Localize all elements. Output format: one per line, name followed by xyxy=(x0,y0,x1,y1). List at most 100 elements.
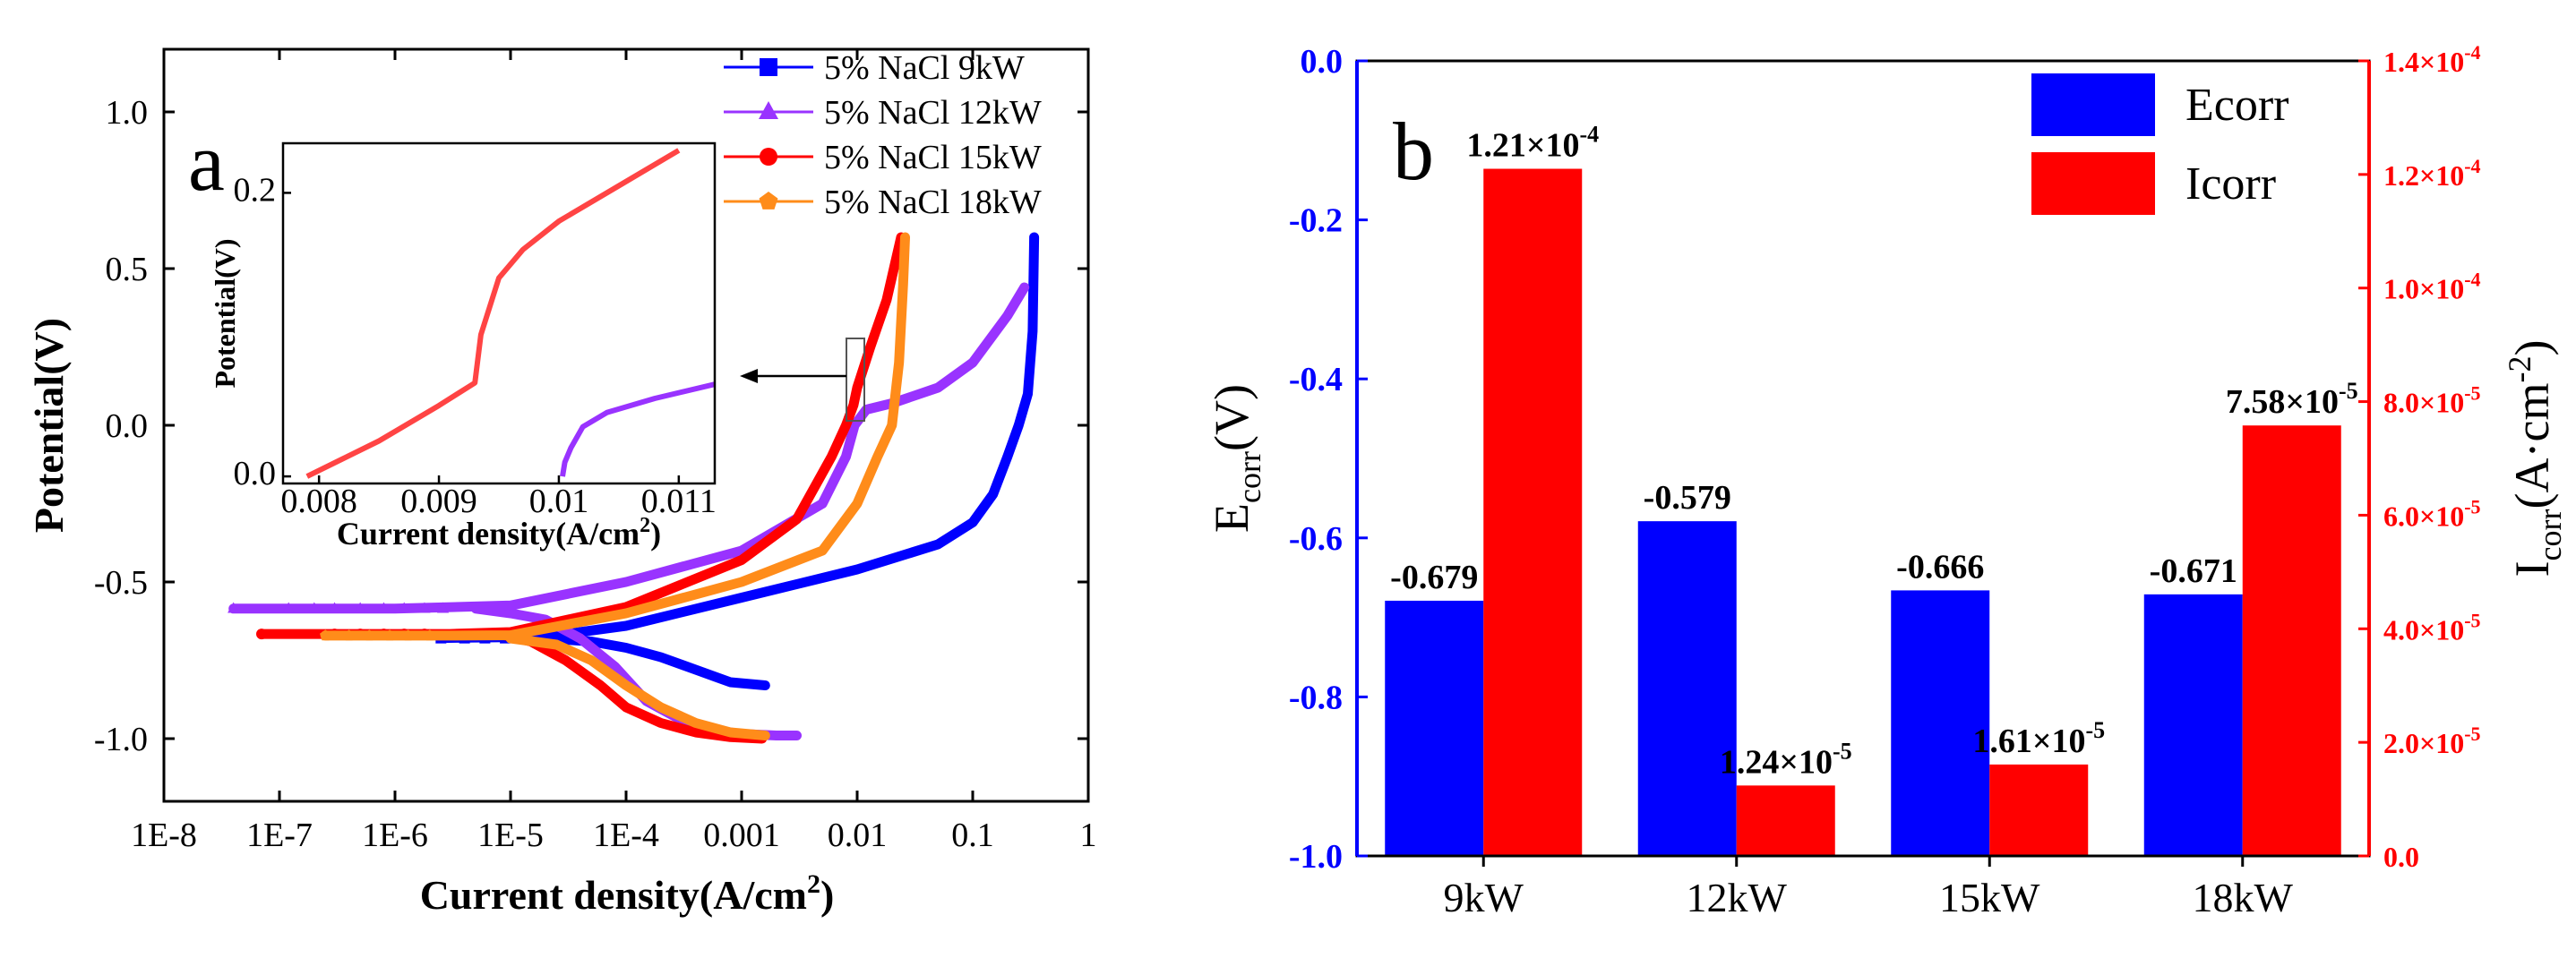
series-1-marker-4 xyxy=(354,602,366,613)
series-1-marker-2 xyxy=(308,602,321,613)
series-1-marker-6 xyxy=(398,602,410,613)
panel-a-polarization-chart: 1E-8 1E-7 1E-6 1E-5 1E-4 0.001 0.01 0.1 1 -1.0 -0… xyxy=(26,47,1097,918)
inset-series-0-line xyxy=(305,148,681,479)
legend-label-2: 5% NaCl 15kW xyxy=(824,139,1042,176)
left-tick-label-4: -0.2 xyxy=(1289,202,1343,240)
inset-axes: 0.008 0.009 0.01 0.011 0.0 0.2 xyxy=(234,171,717,520)
icorr-bar-15kW xyxy=(1989,764,2089,856)
panel-a-legend: 5% NaCl 9kW 5% NaCl 12kW 5% NaCl 15kW 5% Na… xyxy=(724,49,1042,221)
series-3-marker-1 xyxy=(343,629,355,641)
icorr-bar-9kW xyxy=(1483,168,1583,856)
series-3-marker-5 xyxy=(424,629,436,641)
x-tick-label-4: 1E-4 xyxy=(593,817,659,854)
series-1-marker-0 xyxy=(228,602,240,613)
series-3-marker-3 xyxy=(383,629,396,641)
x-tick-label-8: 1 xyxy=(1080,817,1097,854)
legend-marker-1 xyxy=(759,101,778,119)
series-1-marker-3 xyxy=(328,602,341,613)
right-tick-label-1: 2.0×10-5 xyxy=(2383,723,2481,759)
right-tick-label-4: 8.0×10-5 xyxy=(2383,382,2481,419)
x-tick-label-0: 1E-8 xyxy=(131,817,197,854)
series-2-marker-0 xyxy=(256,629,268,640)
series-3-cathodic-line xyxy=(505,633,770,740)
x-tick-label-6: 0.01 xyxy=(828,817,888,854)
icorr-bar-12kW xyxy=(1736,785,1835,856)
panel-b-bar-labels: -0.679 1.21×10-4 -0.579 1.24×10-5 -0.666 1.61… xyxy=(1390,122,2357,782)
legend-label-Ecorr: Ecorr xyxy=(2185,80,2288,131)
left-tick-label-1: -0.8 xyxy=(1289,679,1343,716)
panel-a-y-axis-title: Potential(V) xyxy=(26,318,72,533)
x-tick-label-1: 1E-7 xyxy=(246,817,313,854)
panel-b-corrosion-bar-chart: -1.0 -0.8 -0.6 -0.4 -0.2 0.0 0.0 2.0×10-5 4.0×1… xyxy=(1205,41,2568,920)
y-tick-label-0: -1.0 xyxy=(94,721,148,758)
legend-swatch-Icorr xyxy=(2031,152,2155,215)
category-label-9kW: 9kW xyxy=(1444,875,1524,920)
inset-y-tick-label-1: 0.2 xyxy=(234,171,277,209)
y-tick-label-4: 1.0 xyxy=(106,94,149,132)
panel-b-x-axis: 9kW 12kW 15kW 18kW xyxy=(1444,856,2294,920)
icorr-value-label-9kW: 1.21×10-4 xyxy=(1466,122,1599,165)
inset-x-tick-label-0: 0.008 xyxy=(280,483,357,520)
legend-marker-3 xyxy=(759,192,778,210)
inset-x-axis-title: Current density(A/cm2) xyxy=(337,514,661,552)
series-3-marker-2 xyxy=(364,629,375,641)
ecorr-bar-18kW xyxy=(2143,594,2243,856)
right-tick-label-2: 4.0×10-5 xyxy=(2383,609,2481,646)
legend-label-3: 5% NaCl 18kW xyxy=(824,184,1042,221)
legend-marker-2 xyxy=(760,148,777,166)
series-1-marker-5 xyxy=(377,602,391,613)
x-tick-label-7: 0.1 xyxy=(951,817,994,854)
inset-x-tick-label-1: 0.009 xyxy=(400,483,477,520)
inset-frame xyxy=(281,141,717,485)
right-tick-label-3: 6.0×10-5 xyxy=(2383,495,2481,532)
left-tick-label-5: 0.0 xyxy=(1301,43,1344,81)
inset-zoom-chart: 0.008 0.009 0.01 0.011 0.0 0.2 Current densit… xyxy=(209,141,717,552)
panel-b-bars xyxy=(1385,168,2341,856)
x-tick-label-2: 1E-6 xyxy=(362,817,428,854)
ecorr-bar-12kW xyxy=(1637,521,1737,856)
icorr-value-label-18kW: 7.58×10-5 xyxy=(2226,378,2358,421)
icorr-bar-18kW xyxy=(2242,425,2341,856)
series-0-anodic-line xyxy=(435,232,1040,644)
ecorr-value-label-15kW: -0.666 xyxy=(1896,548,1984,586)
series-1-marker-8 xyxy=(436,602,450,613)
inset-y-axis-title: Potential(V) xyxy=(209,238,241,388)
category-label-15kW: 15kW xyxy=(1939,875,2040,920)
panel-b-left-axis: -1.0 -0.8 -0.6 -0.4 -0.2 0.0 xyxy=(1289,43,1368,876)
x-tick-label-5: 0.001 xyxy=(703,817,780,854)
panel-b-legend: Ecorr Icorr xyxy=(2031,73,2288,215)
series-1-marker-7 xyxy=(418,602,431,613)
left-tick-label-2: -0.6 xyxy=(1289,520,1343,558)
left-tick-label-0: -1.0 xyxy=(1289,838,1343,876)
icorr-value-label-15kW: 1.61×10-5 xyxy=(1972,717,2105,760)
ecorr-value-label-9kW: -0.679 xyxy=(1390,559,1478,596)
category-label-18kW: 18kW xyxy=(2193,875,2294,920)
ecorr-bar-9kW xyxy=(1385,600,1484,856)
y-tick-label-3: 0.5 xyxy=(106,251,149,288)
panel-b-label: b xyxy=(1393,106,1434,197)
series-3-marker-4 xyxy=(402,629,414,641)
right-tick-label-0: 0.0 xyxy=(2383,841,2419,873)
inset-y-tick-label-0: 0.0 xyxy=(234,455,277,492)
legend-label-Icorr: Icorr xyxy=(2185,158,2276,210)
zoom-arrow-head xyxy=(740,369,758,383)
left-tick-label-3: -0.4 xyxy=(1289,361,1343,398)
panel-b-right-axis-title: Icorr(A·cm-2) xyxy=(2502,340,2568,577)
right-tick-label-7: 1.4×10-4 xyxy=(2383,41,2481,78)
zoom-region-box xyxy=(846,338,865,422)
series-1-anodic-line xyxy=(228,282,1030,614)
x-tick-label-3: 1E-5 xyxy=(477,817,544,854)
panel-a-label: a xyxy=(188,116,225,208)
inset-curves xyxy=(305,148,715,479)
series-1-marker-1 xyxy=(282,602,295,613)
right-tick-label-6: 1.2×10-4 xyxy=(2383,155,2481,192)
legend-label-0: 5% NaCl 9kW xyxy=(824,49,1025,87)
ecorr-value-label-12kW: -0.579 xyxy=(1644,479,1731,517)
y-tick-label-1: -0.5 xyxy=(94,564,148,602)
right-tick-label-5: 1.0×10-4 xyxy=(2383,269,2481,305)
ecorr-value-label-18kW: -0.671 xyxy=(2150,552,2237,590)
series-2-cathodic-line xyxy=(494,629,768,744)
series-3-anodic-line xyxy=(320,232,910,641)
panel-a-y-axis: -1.0 -0.5 0.0 0.5 1.0 xyxy=(94,94,1088,758)
